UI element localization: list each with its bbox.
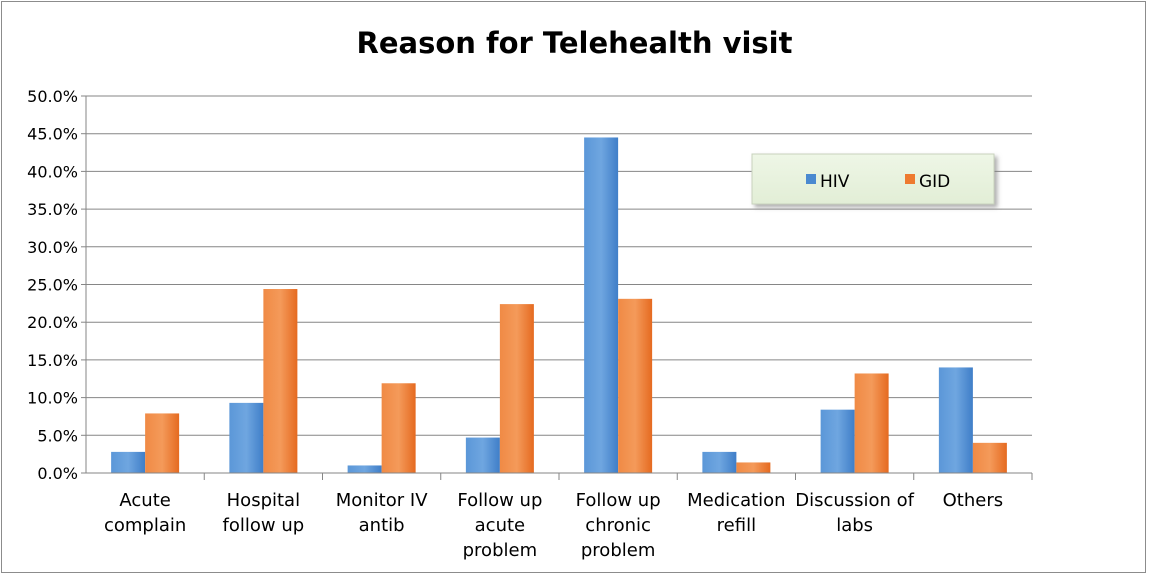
bar-hiv [465,437,500,473]
bar-hiv [229,402,264,473]
bar-gid [145,413,180,473]
x-tick-label: Hospital [227,490,300,511]
x-tick-label: labs [836,515,873,536]
bar-hiv [111,451,146,473]
x-tick-label: follow up [223,515,305,536]
y-tick-label: 35.0% [27,200,78,219]
y-tick-label: 25.0% [27,276,78,295]
x-axis-labels: Acute complain Hospital follow up Monitor IV… [104,490,1003,561]
bar-hiv [347,465,382,473]
y-tick-label: 10.0% [27,389,78,408]
x-tick-label: Discussion of [795,490,914,511]
y-tick-label: 50.0% [27,87,78,106]
bar-gid [263,289,298,473]
legend-swatch-gid [905,174,915,184]
legend-box [751,153,995,205]
x-tick-label: Medication [687,490,785,511]
bar-gid [499,304,534,473]
x-tick-label: Acute [119,490,170,511]
chart-title: Reason for Telehealth visit [356,26,793,60]
bars [111,137,1007,473]
legend: HIV GID [751,153,995,205]
x-tick-label: chronic [585,515,651,536]
legend-label-gid: GID [919,172,950,192]
x-tick-label: problem [581,540,655,561]
gridlines [86,95,1032,436]
bar-gid [618,298,653,473]
bar-hiv [702,451,737,473]
legend-label-hiv: HIV [820,172,850,192]
y-tick-label: 15.0% [27,351,78,370]
y-tick-label: 40.0% [27,162,78,181]
bar-hiv [938,367,973,473]
bar-hiv [584,137,619,473]
x-tick-label: problem [463,540,537,561]
bar-gid [381,383,416,473]
bar-gid [972,442,1007,473]
y-axis-ticks: 0.0% 5.0% 10.0% 15.0% 20.0% 25.0% 30.0% 35.0% 40… [27,87,86,483]
legend-swatch-hiv [806,174,816,184]
x-tick-label: complain [104,515,186,536]
y-tick-label: 45.0% [27,125,78,144]
y-tick-label: 0.0% [37,464,78,483]
y-tick-label: 30.0% [27,238,78,257]
bar-hiv [820,409,855,473]
x-tick-label: Monitor IV [336,490,428,511]
x-tick-label: Follow up [576,490,661,511]
bar-gid [854,373,889,473]
y-tick-label: 20.0% [27,313,78,332]
x-tick-label: Follow up [457,490,542,511]
bar-gid [736,462,771,473]
x-tick-label: antib [359,515,405,536]
axes [85,96,1033,480]
x-tick-label: refill [717,515,756,536]
y-tick-label: 5.0% [37,426,78,445]
x-tick-label: Others [943,490,1004,511]
x-tick-label: acute [475,515,525,536]
